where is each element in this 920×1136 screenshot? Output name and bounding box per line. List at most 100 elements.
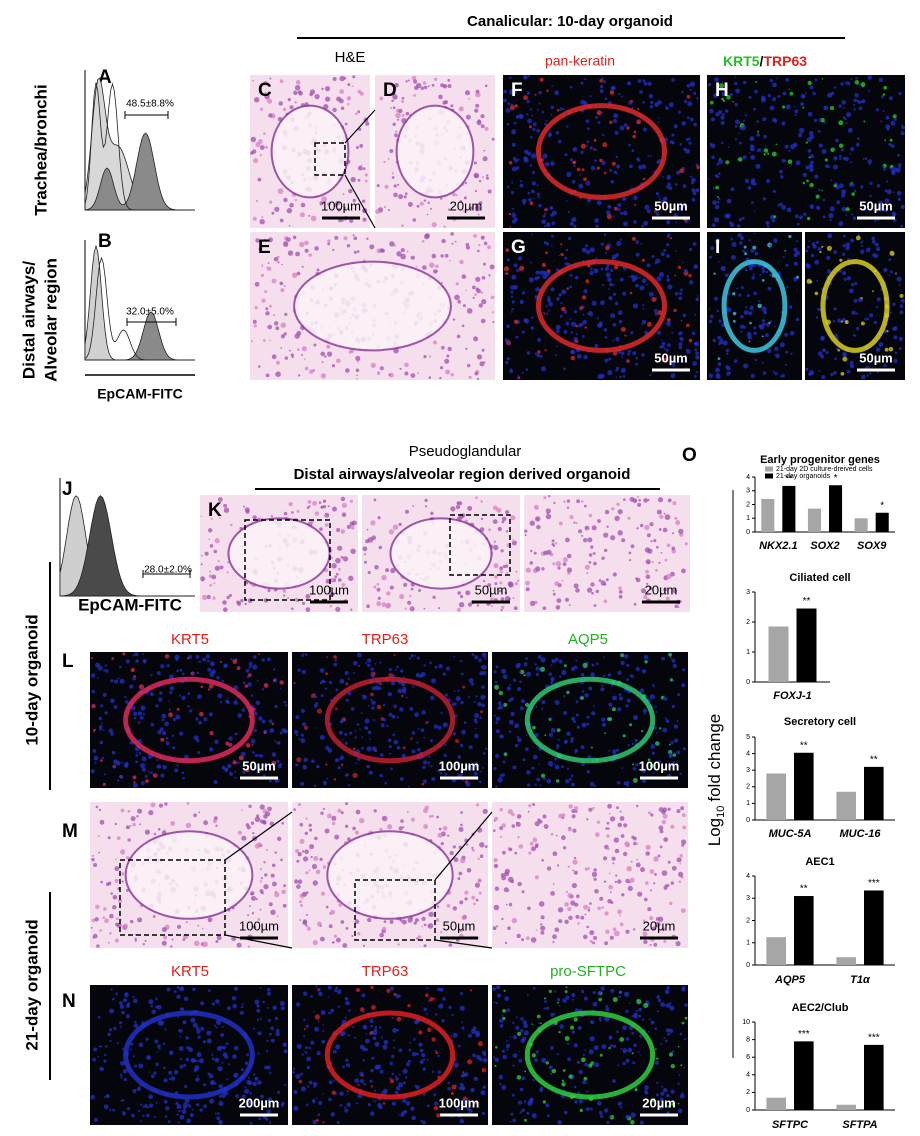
cell bbox=[696, 97, 699, 100]
cell bbox=[604, 941, 608, 946]
cell bbox=[833, 250, 838, 255]
cell bbox=[539, 354, 543, 358]
cell bbox=[572, 869, 575, 872]
cell bbox=[352, 672, 355, 674]
cell bbox=[514, 723, 520, 728]
cell bbox=[506, 357, 510, 361]
cell bbox=[674, 361, 677, 364]
cell bbox=[477, 1041, 483, 1047]
cell bbox=[528, 804, 532, 808]
cell bbox=[517, 1100, 523, 1105]
cell bbox=[484, 845, 488, 848]
cell bbox=[433, 340, 437, 345]
cell bbox=[595, 149, 598, 151]
cell bbox=[693, 122, 697, 127]
cell bbox=[293, 90, 298, 96]
cell bbox=[623, 123, 628, 127]
cell bbox=[631, 742, 635, 746]
cell bbox=[583, 289, 588, 294]
cell bbox=[120, 1076, 123, 1079]
cell bbox=[623, 498, 626, 502]
cell bbox=[788, 88, 790, 91]
cell bbox=[647, 811, 651, 815]
cell bbox=[602, 300, 605, 303]
cell bbox=[900, 224, 904, 228]
cell bbox=[572, 828, 577, 833]
cell bbox=[374, 565, 379, 570]
cell bbox=[761, 335, 764, 338]
cell bbox=[300, 1072, 304, 1076]
cell bbox=[127, 1002, 131, 1006]
cell bbox=[463, 1072, 469, 1077]
cell bbox=[740, 236, 745, 241]
cell bbox=[564, 256, 568, 260]
cell bbox=[753, 107, 756, 111]
cell bbox=[305, 913, 308, 916]
cell bbox=[526, 351, 531, 355]
cell bbox=[586, 127, 590, 130]
cell bbox=[185, 1057, 190, 1062]
cell bbox=[715, 185, 720, 190]
cell bbox=[866, 317, 870, 321]
cell bbox=[125, 856, 130, 860]
cell bbox=[647, 498, 650, 502]
cell bbox=[257, 763, 260, 766]
cell bbox=[897, 197, 902, 201]
cell bbox=[573, 337, 578, 342]
cell bbox=[317, 1020, 320, 1023]
cell bbox=[641, 278, 647, 283]
cell bbox=[377, 516, 381, 520]
micrograph-bg bbox=[292, 985, 488, 1125]
cell bbox=[340, 529, 346, 534]
cell bbox=[184, 1084, 188, 1088]
cell bbox=[461, 1086, 466, 1091]
cell bbox=[472, 296, 475, 299]
cell bbox=[434, 665, 438, 669]
cell bbox=[259, 154, 263, 157]
cell bbox=[257, 917, 261, 921]
cell bbox=[817, 129, 821, 133]
cell bbox=[551, 221, 556, 226]
cell bbox=[344, 122, 348, 126]
micrograph: 100µm bbox=[292, 985, 488, 1125]
cell bbox=[584, 867, 589, 871]
cell bbox=[730, 237, 733, 241]
cell bbox=[451, 1084, 457, 1090]
cell bbox=[476, 377, 480, 380]
cell bbox=[345, 682, 349, 686]
cell bbox=[545, 508, 551, 514]
cell bbox=[671, 78, 675, 82]
cell bbox=[657, 760, 662, 764]
cell bbox=[822, 348, 826, 353]
cell bbox=[566, 287, 569, 290]
cell bbox=[259, 987, 262, 989]
cell bbox=[510, 295, 514, 298]
cell bbox=[423, 824, 428, 829]
cell bbox=[643, 654, 649, 660]
cell bbox=[140, 763, 146, 769]
cell bbox=[444, 772, 448, 776]
cell bbox=[537, 195, 540, 199]
cell bbox=[394, 1090, 399, 1095]
cell bbox=[614, 207, 618, 211]
cell bbox=[248, 661, 253, 666]
cell bbox=[217, 497, 223, 502]
cell bbox=[556, 598, 562, 603]
cell bbox=[263, 238, 266, 241]
cell bbox=[537, 337, 542, 342]
cell bbox=[519, 1111, 522, 1114]
cell bbox=[742, 249, 746, 253]
cell bbox=[411, 1052, 417, 1057]
cell bbox=[674, 517, 677, 520]
cell bbox=[583, 1076, 588, 1081]
cell bbox=[691, 177, 696, 183]
cell bbox=[480, 500, 483, 503]
cell bbox=[566, 1042, 570, 1046]
cell bbox=[460, 594, 464, 599]
cell bbox=[301, 654, 304, 657]
cell bbox=[642, 177, 646, 181]
cell bbox=[608, 296, 613, 301]
cell bbox=[772, 190, 776, 193]
cell bbox=[654, 705, 657, 708]
cell bbox=[571, 716, 576, 721]
